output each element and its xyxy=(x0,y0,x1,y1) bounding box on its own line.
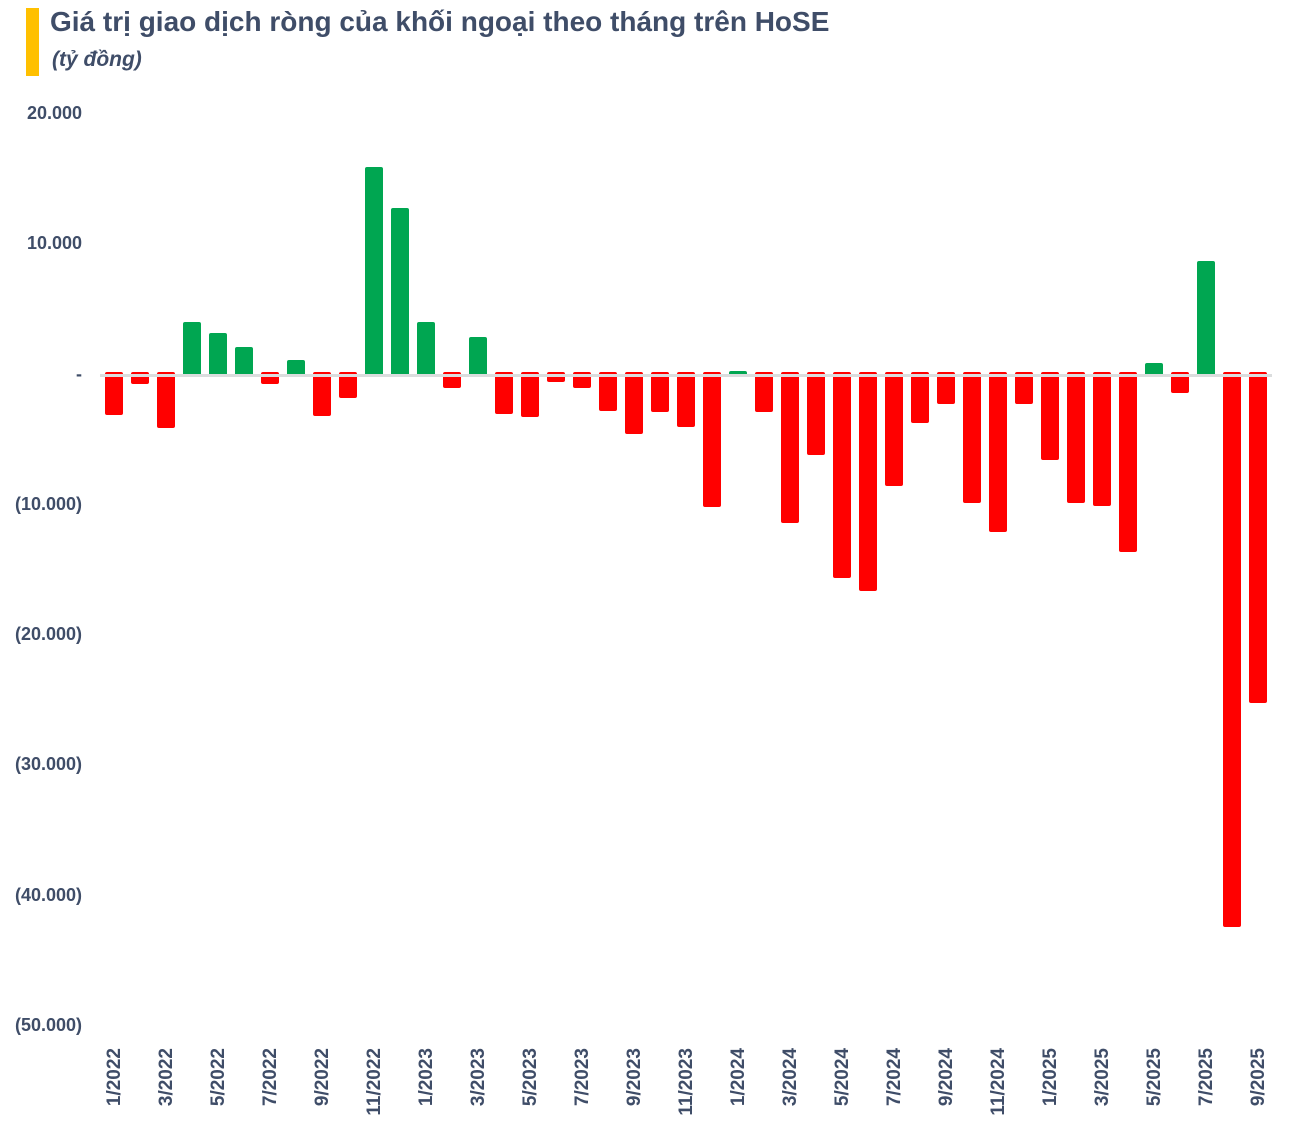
bar-8-2024 xyxy=(911,371,930,424)
bar-8-2023 xyxy=(598,371,617,411)
chart-unit-subtitle: (tỷ đồng) xyxy=(52,48,142,71)
x-axis-tick-label: 5/2022 xyxy=(207,1048,229,1107)
x-axis-tick-label: 9/2024 xyxy=(936,1048,958,1107)
bar-11-2024 xyxy=(989,371,1008,533)
bar-3-2022 xyxy=(156,371,175,428)
bar-10-2022 xyxy=(338,371,357,398)
x-axis-tick-label: 1/2025 xyxy=(1040,1048,1062,1107)
bar-12-2022 xyxy=(390,208,409,375)
bar-1-2023 xyxy=(416,322,435,375)
bar-1-2022 xyxy=(104,371,123,415)
bar-2-2025 xyxy=(1067,371,1086,503)
x-axis-tick-label: 3/2024 xyxy=(780,1048,802,1107)
bar-8-2025 xyxy=(1223,371,1242,927)
x-axis-tick-label: 3/2023 xyxy=(467,1048,489,1107)
bar-10-2023 xyxy=(650,371,669,412)
bar-10-2024 xyxy=(963,371,982,504)
bar-8-2022 xyxy=(286,360,305,375)
x-axis-tick-label: 5/2023 xyxy=(519,1048,541,1107)
x-axis-tick-label: 5/2025 xyxy=(1144,1048,1166,1107)
x-axis-tick-label: 7/2024 xyxy=(884,1048,906,1107)
y-axis-tick-label: 20.000 xyxy=(26,103,82,123)
y-axis-tick-label: - xyxy=(76,363,82,384)
bar-4-2025 xyxy=(1119,371,1138,553)
x-axis-tick-label: 3/2022 xyxy=(155,1048,177,1107)
bar-9-2025 xyxy=(1249,371,1268,703)
y-axis-tick-label: 10.000 xyxy=(26,233,82,254)
bar-4-2023 xyxy=(494,371,513,415)
bar-7-2024 xyxy=(885,371,904,486)
chart-title: Giá trị giao dịch ròng của khối ngoại th… xyxy=(50,6,830,37)
title-accent-bar xyxy=(26,8,39,76)
bar-1-2024 xyxy=(728,370,747,375)
bar-3-2025 xyxy=(1093,371,1112,507)
x-axis-tick-label: 11/2024 xyxy=(988,1048,1010,1116)
bar-12-2023 xyxy=(702,371,721,508)
bar-9-2022 xyxy=(312,371,331,417)
bar-11-2022 xyxy=(364,167,383,375)
y-axis-tick-label: (50.000) xyxy=(14,1014,82,1035)
x-axis-tick-label: 1/2024 xyxy=(727,1048,749,1107)
bar-5-2024 xyxy=(833,371,852,578)
bar-5-2023 xyxy=(520,371,539,418)
bar-1-2025 xyxy=(1041,371,1060,460)
bar-4-2024 xyxy=(807,371,826,455)
bar-3-2024 xyxy=(781,371,800,523)
x-axis-tick-label: 9/2025 xyxy=(1248,1048,1270,1107)
x-axis-tick-label: 7/2025 xyxy=(1196,1048,1218,1107)
bar-12-2024 xyxy=(1015,371,1034,405)
bar-3-2023 xyxy=(468,336,487,375)
bar-4-2022 xyxy=(182,322,201,375)
bar-5-2025 xyxy=(1145,363,1164,375)
bar-11-2023 xyxy=(676,371,695,427)
bar-6-2025 xyxy=(1171,371,1190,394)
x-axis-tick-label: 3/2025 xyxy=(1092,1048,1114,1107)
x-axis-tick-label: 11/2022 xyxy=(363,1048,385,1116)
bar-9-2023 xyxy=(624,371,643,435)
x-axis-tick-label: 9/2022 xyxy=(311,1048,333,1107)
x-axis-tick-label: 7/2023 xyxy=(571,1048,593,1107)
zero-baseline xyxy=(100,373,1272,377)
bar-7-2025 xyxy=(1197,261,1216,375)
bar-6-2024 xyxy=(859,371,878,592)
x-axis-tick-label: 1/2023 xyxy=(415,1048,437,1107)
x-axis-tick-label: 7/2022 xyxy=(259,1048,281,1107)
x-axis-tick-label: 11/2023 xyxy=(675,1048,697,1116)
y-axis-tick-label: (30.000) xyxy=(14,754,82,775)
y-axis-tick-label: (20.000) xyxy=(14,624,82,644)
bar-9-2024 xyxy=(937,371,956,405)
x-axis-tick-label: 9/2023 xyxy=(623,1048,645,1107)
y-axis-tick-label: (10.000) xyxy=(14,493,82,514)
x-axis-tick-label: 5/2024 xyxy=(832,1048,854,1107)
bar-2-2024 xyxy=(755,371,773,413)
y-axis-tick-label: (40.000) xyxy=(14,884,82,905)
bar-5-2022 xyxy=(208,332,227,375)
bar-6-2023 xyxy=(546,371,565,382)
bar-6-2022 xyxy=(234,347,253,375)
x-axis-tick-label: 1/2022 xyxy=(103,1048,125,1107)
